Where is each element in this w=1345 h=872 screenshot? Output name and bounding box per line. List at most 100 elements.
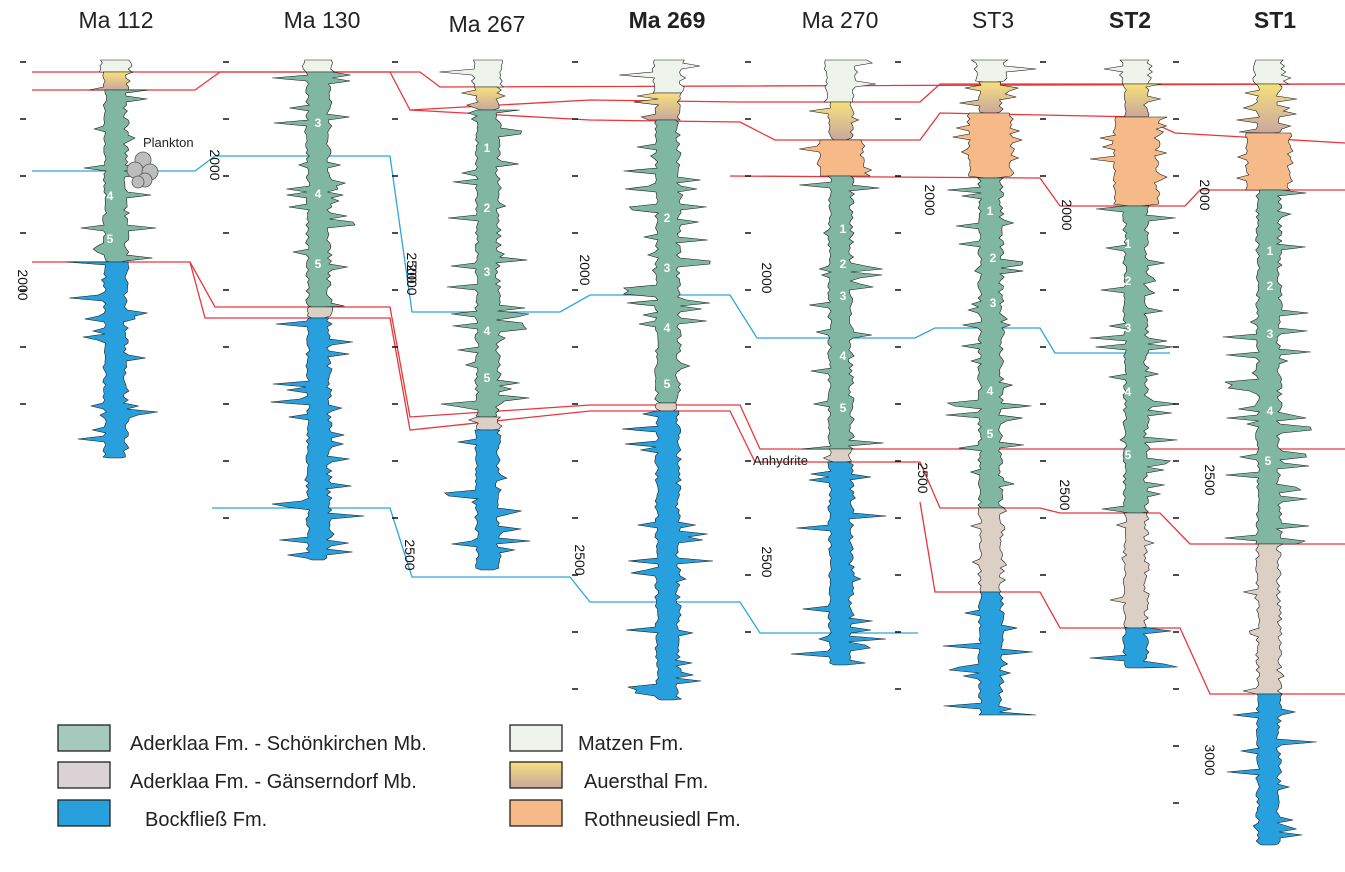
zone-gans — [306, 306, 334, 319]
well-title-ma130: Ma 130 — [284, 7, 361, 33]
subzone-number: 4 — [664, 321, 671, 335]
depth-label: 2000 — [922, 184, 938, 215]
subzone-number: 3 — [1267, 327, 1274, 341]
subzone-number: 5 — [1265, 454, 1272, 468]
depth-label: 2500 — [404, 252, 420, 283]
depth-label: 2000 — [15, 269, 31, 300]
subzone-number: 4 — [107, 189, 114, 203]
zone-auer — [633, 92, 682, 121]
subzone-number: 4 — [1267, 404, 1274, 418]
zone-auer — [809, 101, 860, 141]
well-log-st3 — [895, 59, 1037, 716]
zone-gans — [654, 402, 677, 412]
subzone-number: 5 — [987, 427, 994, 441]
zone-auer — [1122, 83, 1162, 118]
subzone-number: 2 — [664, 211, 671, 225]
zone-bock — [1089, 627, 1178, 669]
subzone-number: 5 — [664, 377, 671, 391]
zone-matzen — [970, 59, 1037, 83]
subzone-number: 1 — [1267, 244, 1274, 258]
formation-boundary-line — [919, 501, 1345, 695]
zone-schon — [945, 177, 1032, 509]
depth-label: 2500 — [759, 546, 775, 577]
plankton-icon — [126, 151, 159, 189]
subzone-number: 5 — [107, 232, 114, 246]
zone-bock — [444, 429, 531, 571]
zone-schon — [1089, 205, 1179, 514]
well-title-st3: ST3 — [972, 7, 1014, 33]
zone-auer — [1236, 83, 1298, 134]
zone-bock — [270, 317, 365, 561]
zone-gans — [1242, 543, 1285, 695]
subzone-number: 1 — [987, 204, 994, 218]
labels: Ma 112 Ma 130 Ma 267 Ma 269 Ma 270 ST3 ST2 ST1 2… — [15, 7, 1296, 776]
zone-matzen — [1103, 59, 1153, 85]
well-log-ma269 — [572, 59, 714, 701]
subzone-number: 2 — [1267, 279, 1274, 293]
well-title-ma267: Ma 267 — [449, 11, 526, 37]
well-title-st2: ST2 — [1109, 7, 1151, 33]
zone-roth — [799, 139, 873, 177]
zone-matzen — [823, 59, 876, 103]
marker-correlation-line — [212, 507, 918, 634]
subzone-number: 2 — [840, 257, 847, 271]
anhydrite-label: Anhydrite — [753, 453, 808, 468]
depth-label: 2000 — [207, 149, 223, 180]
depth-label: 2500 — [572, 544, 588, 575]
depth-label: 2500 — [915, 462, 931, 493]
depth-label: 2000 — [404, 264, 420, 295]
zone-matzen — [99, 59, 133, 73]
subzone-number: 1 — [840, 222, 847, 236]
zone-bock — [1226, 693, 1317, 846]
zone-matzen — [439, 59, 505, 88]
zone-matzen — [619, 59, 700, 94]
well-logs — [20, 59, 1317, 846]
legend-label-rothneusiedl: Rothneusiedl Fm. — [584, 809, 741, 831]
zone-matzen — [1252, 59, 1292, 85]
depth-label: 2500 — [1057, 479, 1073, 510]
zone-gans — [969, 507, 1008, 593]
legend-swatch-schonkirchen — [57, 724, 111, 752]
well-log-ma270 — [745, 59, 887, 666]
subzone-number: 1 — [1125, 237, 1132, 251]
zone-auer — [959, 81, 1019, 114]
formation-boundary-line — [32, 261, 1345, 450]
legend: Aderklaa Fm. - Schönkirchen Mb. Aderklaa … — [57, 724, 741, 831]
subzone-number: 5 — [840, 401, 847, 415]
legend-swatch-rothneusiedl — [509, 799, 563, 827]
subzone-number: 4 — [840, 349, 847, 363]
legend-swatch-auersthal — [509, 761, 563, 789]
subzone-number: 3 — [840, 289, 847, 303]
well-log-st1 — [1173, 59, 1317, 846]
legend-swatch-matzen — [509, 724, 563, 752]
zone-roth — [1089, 116, 1168, 207]
subzone-number: 4 — [987, 384, 994, 398]
depth-label: 3000 — [1202, 744, 1218, 775]
well-title-ma270: Ma 270 — [802, 7, 879, 33]
well-log-ma130 — [223, 59, 365, 561]
formation-boundary-line — [32, 71, 1345, 111]
zone-bock — [621, 410, 714, 701]
zone-bock — [942, 591, 1037, 716]
subzone-number: 3 — [484, 265, 491, 279]
depth-label: 2500 — [402, 539, 418, 570]
subzone-number: 5 — [1125, 448, 1132, 462]
subzone-number: 3 — [664, 261, 671, 275]
legend-label-matzen: Matzen Fm. — [578, 733, 684, 755]
subzone-number: 3 — [990, 296, 997, 310]
subzone-number: 1 — [484, 141, 491, 155]
subzone-number: 2 — [484, 201, 491, 215]
subzone-number: 4 — [315, 187, 322, 201]
legend-label-schonkirchen: Aderklaa Fm. - Schönkirchen Mb. — [130, 733, 427, 755]
legend-swatch-bockfliess — [57, 799, 111, 827]
subzone-number: 5 — [315, 257, 322, 271]
zone-gans — [822, 448, 852, 463]
well-log-ma112 — [20, 59, 158, 459]
zone-matzen — [301, 59, 336, 73]
subzone-number: 2 — [990, 251, 997, 265]
subzone-number: 3 — [1125, 321, 1132, 335]
formation-boundary-line — [409, 109, 1345, 144]
well-title-st1: ST1 — [1254, 7, 1296, 33]
depth-label: 2000 — [1197, 179, 1213, 210]
zone-bock — [790, 461, 887, 666]
